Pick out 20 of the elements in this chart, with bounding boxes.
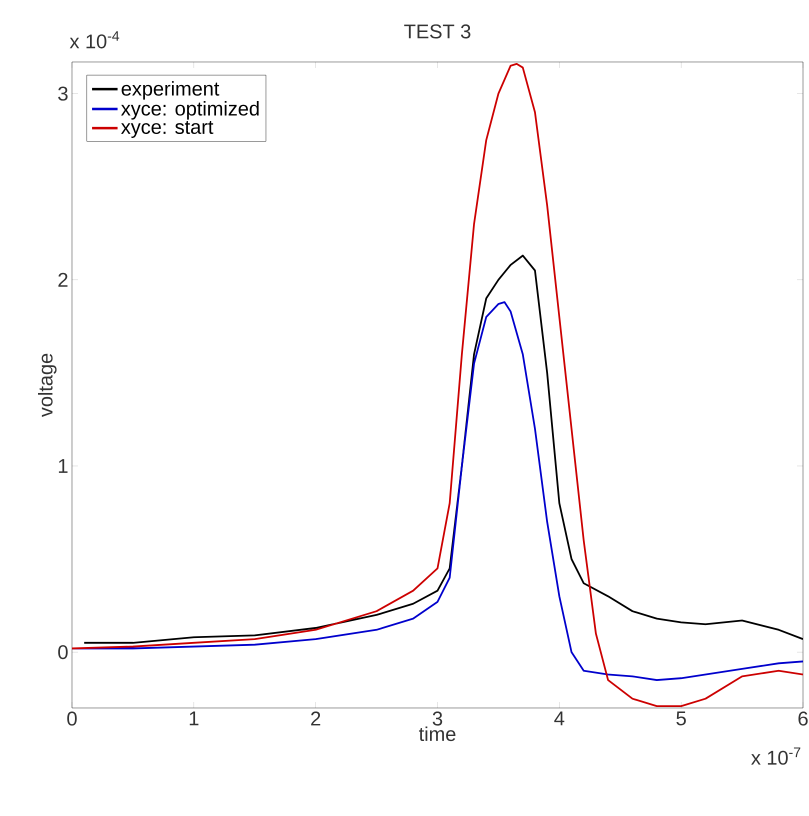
x-axis-title: time	[418, 726, 456, 742]
legend-label: xyce: optimized	[121, 101, 259, 120]
x-tick-label: 2	[311, 712, 320, 726]
x-tick-label: 4	[554, 712, 564, 726]
x-tick-label: 0	[67, 712, 77, 726]
text: x 10$^{-4}$	[70, 31, 120, 48]
y-tick-label: 0	[58, 645, 68, 660]
line-series	[72, 301, 803, 681]
y-tick-label: 3	[58, 86, 68, 101]
x-tick-label: 1	[190, 712, 198, 726]
text: x 10$^{-7}$	[751, 748, 800, 765]
y-tick-label: 1	[58, 459, 68, 473]
x-tick-label: 5	[676, 712, 686, 726]
y-tick-label: 2	[58, 272, 68, 287]
y-axis-title: voltage	[38, 354, 57, 418]
legend-label: experiment	[122, 81, 220, 100]
chart-title: TEST 3	[404, 24, 470, 38]
legend-label: xyce: start	[121, 120, 214, 138]
x-tick-label: 3	[432, 712, 442, 726]
x-tick-label: 6	[798, 712, 808, 726]
